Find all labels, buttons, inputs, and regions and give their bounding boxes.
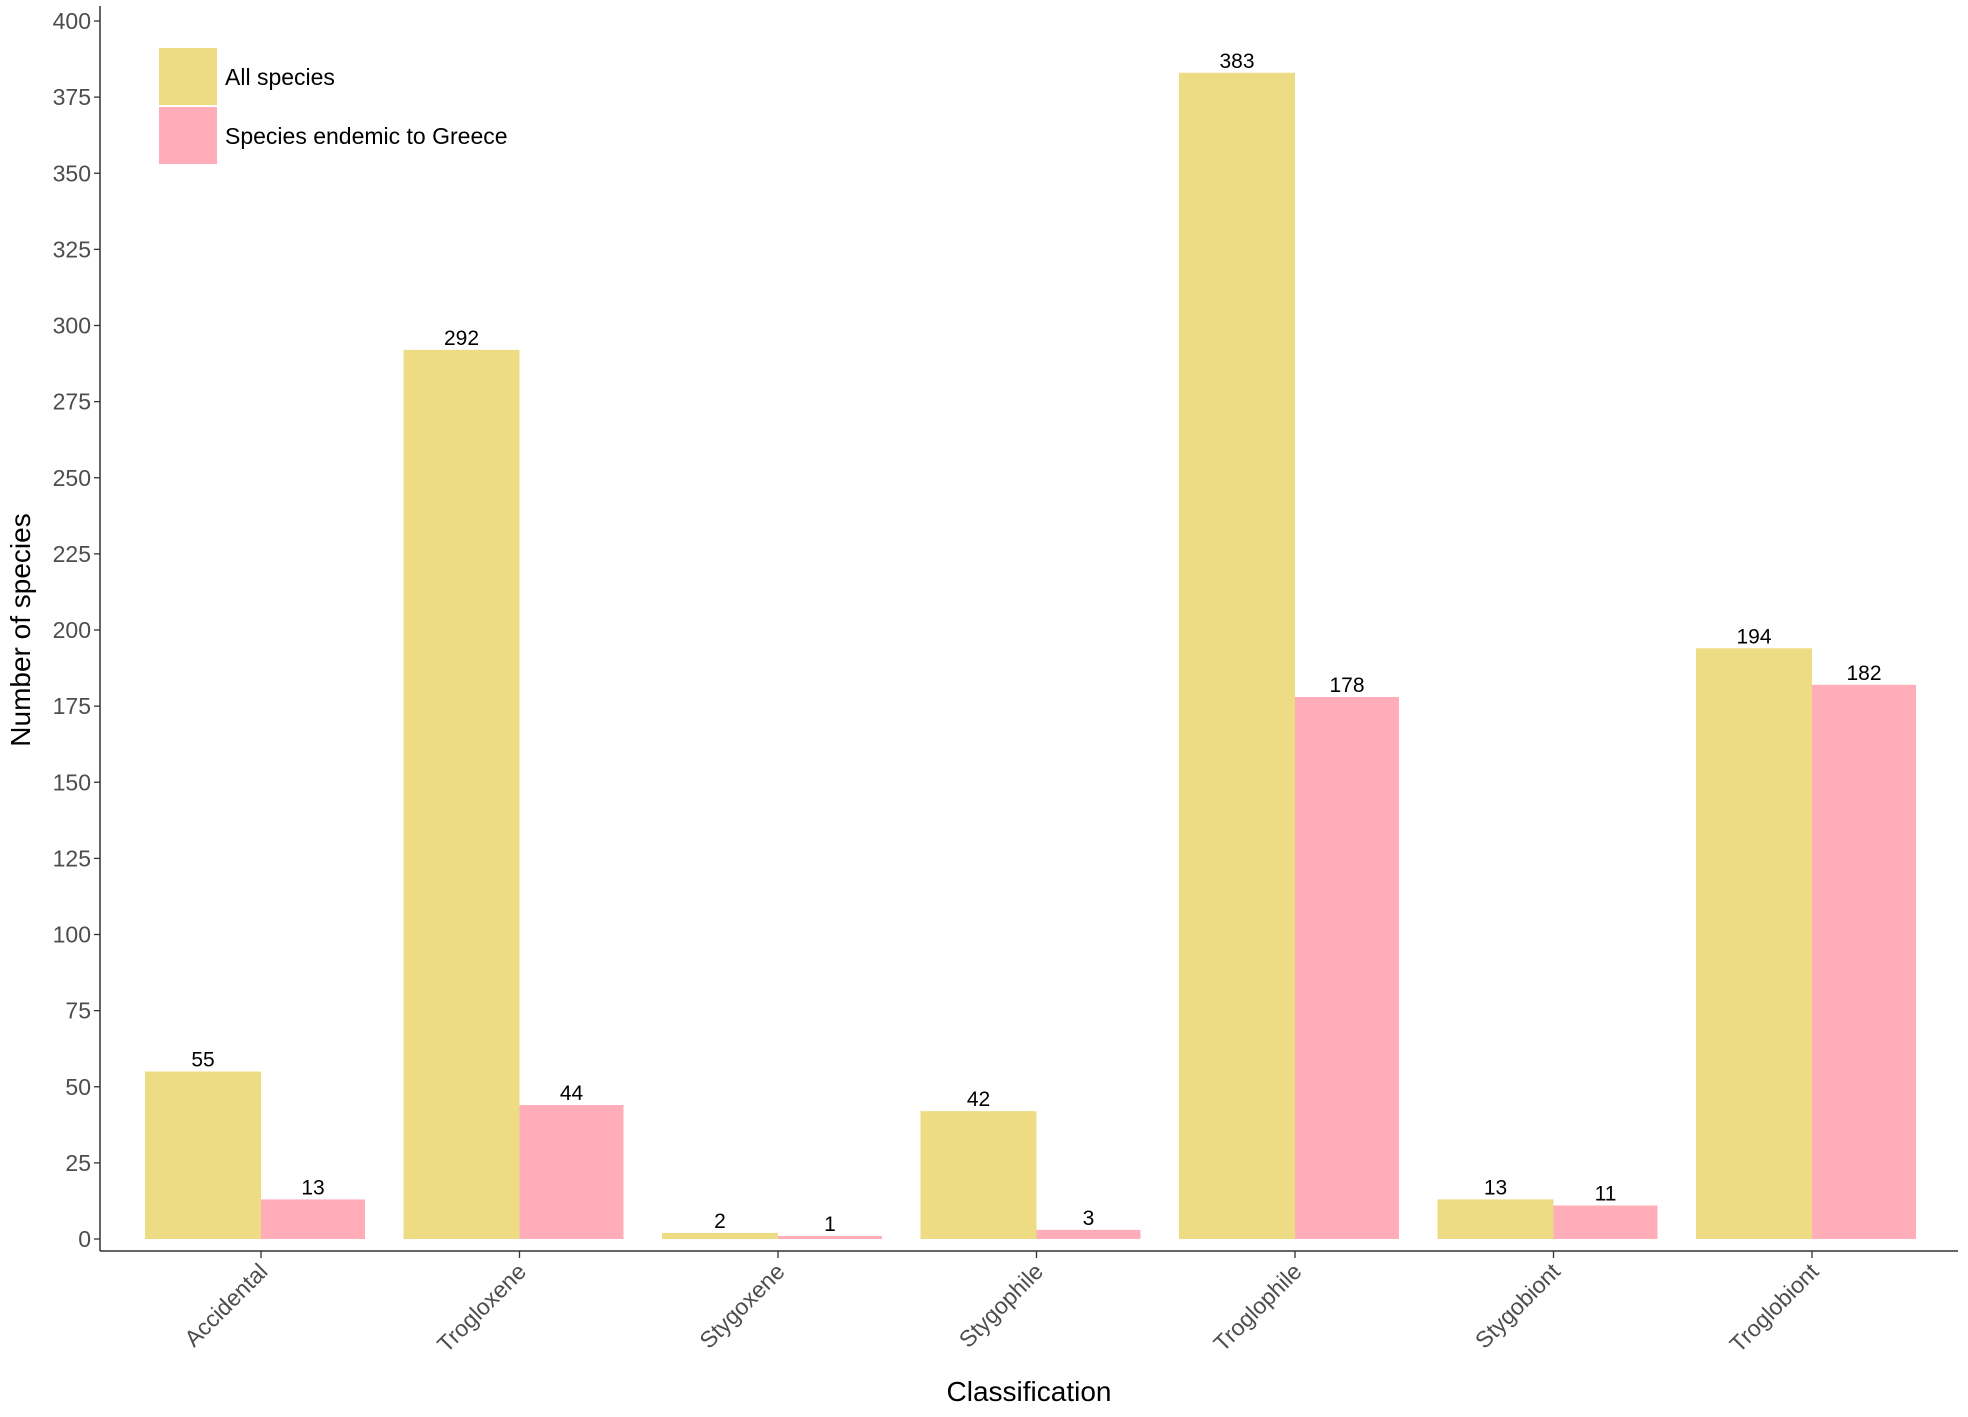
bar-all-species-troglobiont: [1696, 648, 1812, 1239]
bar-all-species-troglophile: [1179, 72, 1295, 1239]
legend-key: [159, 48, 217, 105]
data-label: 178: [1329, 674, 1364, 697]
x-axis: Accidental Trogloxene Stygoxene Stygophile T…: [100, 1250, 1958, 1358]
x-tick-label: Stygoxene: [694, 1258, 789, 1353]
bar-endemic-stygoxene: [778, 1235, 882, 1239]
data-label: 44: [560, 1082, 584, 1105]
data-label: 182: [1846, 662, 1881, 685]
y-tick-label: 0: [78, 1226, 91, 1252]
y-tick-label: 225: [53, 541, 91, 567]
data-label: 11: [1595, 1183, 1617, 1206]
bar-all-species-trogloxene: [403, 349, 520, 1239]
x-tick-label: Stygophile: [954, 1258, 1048, 1352]
data-label: 383: [1219, 50, 1254, 73]
bar-endemic-troglophile: [1295, 696, 1399, 1239]
x-tick-label: Troglobiont: [1724, 1258, 1824, 1358]
y-tick-label: 25: [65, 1150, 91, 1176]
bars-layer: [145, 72, 1916, 1239]
data-label: 13: [1484, 1176, 1507, 1199]
y-tick-label: 100: [53, 922, 91, 948]
y-tick-label: 400: [53, 8, 91, 34]
data-label: 55: [191, 1049, 214, 1072]
x-tick-label: Accidental: [179, 1258, 272, 1351]
bar-endemic-trogloxene: [519, 1105, 624, 1239]
y-tick-label: 325: [53, 236, 91, 262]
x-tick-label: Stygobiont: [1470, 1258, 1566, 1354]
bar-endemic-accidental: [261, 1199, 365, 1239]
data-label: 3: [1083, 1207, 1095, 1230]
bar-all-species-stygophile: [920, 1111, 1037, 1239]
y-tick-label: 75: [65, 998, 91, 1024]
bar-endemic-stygophile: [1036, 1229, 1141, 1239]
data-label: 194: [1736, 625, 1771, 648]
bar-endemic-stygobiont: [1553, 1205, 1658, 1239]
x-axis-title: Classification: [947, 1376, 1112, 1407]
x-tick-label: Trogloxene: [432, 1258, 531, 1357]
data-labels-layer: 55 13 292 44 2 1 42 3 383 178 13 11 194 182: [191, 50, 1881, 1236]
bar-all-species-stygoxene: [662, 1232, 778, 1239]
data-label: 42: [967, 1088, 990, 1111]
legend-label: Species endemic to Greece: [225, 123, 508, 149]
y-tick-label: 350: [53, 160, 91, 186]
legend: All species Species endemic to Greece: [159, 48, 508, 164]
y-axis: 0 25 50 75 100 125 150 175 200 225 250 275 300 325 350…: [53, 6, 101, 1252]
y-tick-label: 250: [53, 465, 91, 491]
y-tick-label: 125: [53, 845, 91, 871]
data-label: 1: [824, 1213, 836, 1236]
data-label: 292: [444, 327, 479, 350]
data-label: 2: [714, 1210, 726, 1233]
x-tick-label: Troglophile: [1208, 1258, 1306, 1356]
y-tick-label: 275: [53, 389, 91, 415]
y-axis-title: Number of species: [5, 513, 36, 746]
y-tick-label: 150: [53, 769, 91, 795]
bar-endemic-troglobiont: [1812, 684, 1916, 1239]
y-tick-label: 175: [53, 693, 91, 719]
y-tick-label: 200: [53, 617, 91, 643]
legend-label: All species: [225, 64, 335, 90]
y-tick-label: 375: [53, 84, 91, 110]
data-label: 13: [301, 1176, 324, 1199]
bar-all-species-stygobiont: [1437, 1199, 1554, 1239]
bar-all-species-accidental: [145, 1071, 261, 1239]
y-tick-label: 300: [53, 313, 91, 339]
y-tick-label: 50: [65, 1074, 91, 1100]
legend-key: [159, 107, 217, 164]
